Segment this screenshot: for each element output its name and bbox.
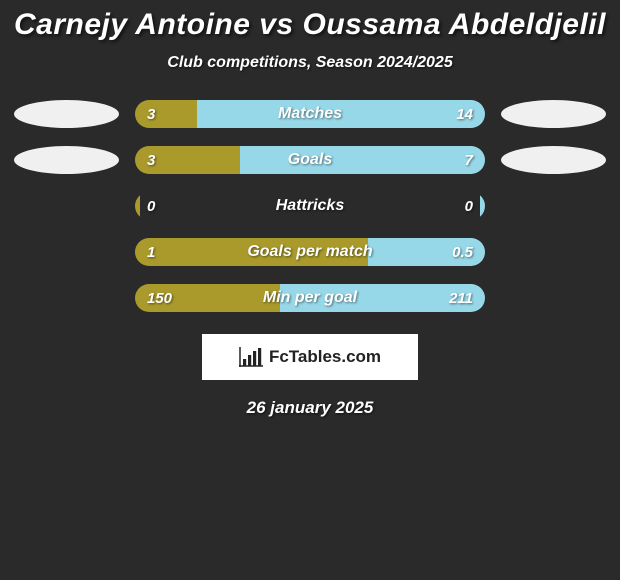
stat-label: Goals: [135, 146, 485, 174]
stat-label: Goals per match: [135, 238, 485, 266]
player1-oval: [14, 100, 119, 128]
date-line: 26 january 2025: [0, 398, 620, 418]
stat-row: 10.5Goals per match: [0, 238, 620, 266]
logo-text: FcTables.com: [269, 347, 381, 367]
player1-oval: [14, 146, 119, 174]
stat-row: 00Hattricks: [0, 192, 620, 220]
player2-name: Oussama Abdeldjelil: [303, 8, 606, 41]
stat-bar: 37Goals: [135, 146, 485, 174]
stat-bar: 10.5Goals per match: [135, 238, 485, 266]
logo-box: FcTables.com: [202, 334, 418, 380]
player2-oval: [501, 146, 606, 174]
bar-chart-icon: [239, 347, 263, 367]
stats-rows: 314Matches 37Goals 00Hattricks 10.5Goals pe…: [0, 100, 620, 312]
stat-label: Hattricks: [135, 192, 485, 220]
stat-row: 314Matches: [0, 100, 620, 128]
page-title: Carnejy Antoine vs Oussama Abdeldjelil: [0, 8, 620, 42]
stat-bar: 00Hattricks: [135, 192, 485, 220]
comparison-infographic: Carnejy Antoine vs Oussama Abdeldjelil C…: [0, 0, 620, 418]
stat-row: 150211Min per goal: [0, 284, 620, 312]
stat-row: 37Goals: [0, 146, 620, 174]
player2-oval: [501, 100, 606, 128]
player1-name: Carnejy Antoine: [14, 8, 250, 41]
subtitle: Club competitions, Season 2024/2025: [0, 54, 620, 72]
stat-bar: 150211Min per goal: [135, 284, 485, 312]
vs-word: vs: [259, 8, 293, 41]
stat-label: Matches: [135, 100, 485, 128]
stat-bar: 314Matches: [135, 100, 485, 128]
stat-label: Min per goal: [135, 284, 485, 312]
